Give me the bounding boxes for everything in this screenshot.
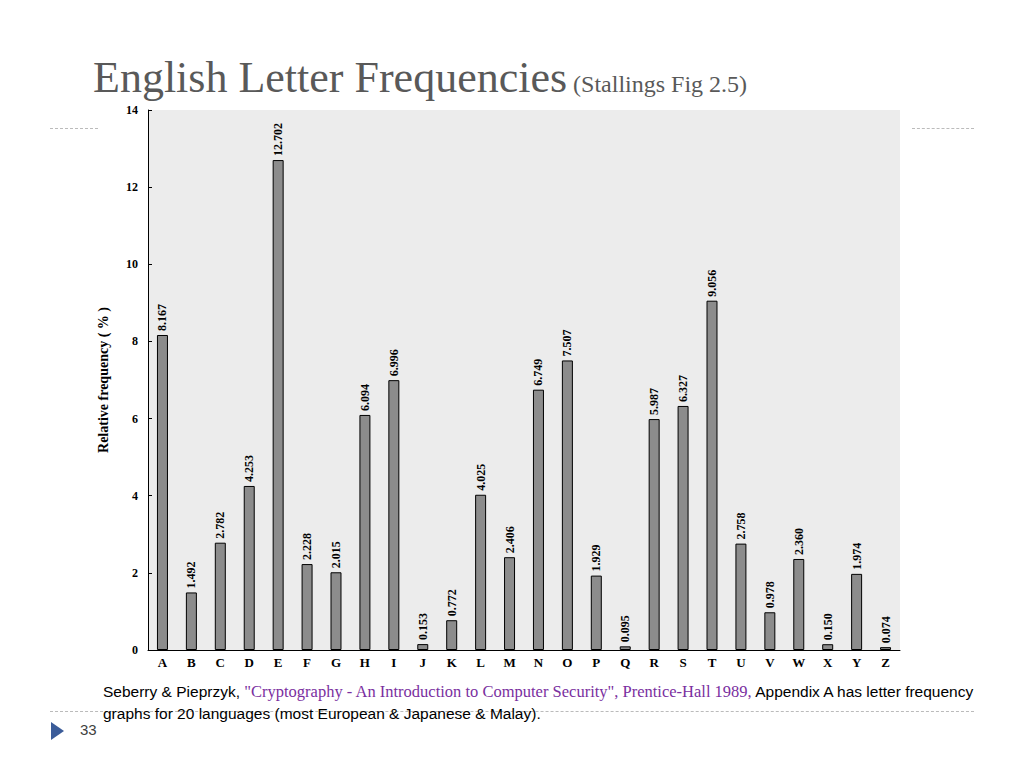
svg-text:12: 12 bbox=[126, 180, 138, 194]
svg-text:U: U bbox=[736, 655, 746, 670]
svg-text:0.978: 0.978 bbox=[763, 581, 777, 608]
svg-text:0.074: 0.074 bbox=[879, 616, 893, 643]
svg-text:4.025: 4.025 bbox=[474, 464, 488, 491]
svg-text:E: E bbox=[274, 655, 283, 670]
svg-text:W: W bbox=[792, 655, 805, 670]
svg-text:2.782: 2.782 bbox=[213, 512, 227, 539]
svg-text:O: O bbox=[562, 655, 572, 670]
svg-text:2.360: 2.360 bbox=[792, 528, 806, 555]
svg-text:K: K bbox=[447, 655, 458, 670]
svg-text:0.150: 0.150 bbox=[821, 613, 835, 640]
svg-text:T: T bbox=[708, 655, 717, 670]
svg-text:0: 0 bbox=[132, 643, 138, 657]
svg-text:A: A bbox=[158, 655, 168, 670]
svg-text:14: 14 bbox=[126, 103, 138, 117]
svg-text:1.492: 1.492 bbox=[184, 561, 198, 588]
svg-text:D: D bbox=[245, 655, 254, 670]
svg-text:7.507: 7.507 bbox=[560, 329, 574, 356]
html-text:English Letter Frequencies(Sta: English Letter Frequencies(Stallings Fig… bbox=[93, 53, 748, 102]
svg-text:8: 8 bbox=[132, 334, 138, 348]
svg-text:2.015: 2.015 bbox=[329, 541, 343, 568]
svg-text:L: L bbox=[476, 655, 485, 670]
svg-text:Z: Z bbox=[881, 655, 890, 670]
svg-text:2.758: 2.758 bbox=[734, 513, 748, 540]
svg-text:0.095: 0.095 bbox=[618, 615, 632, 642]
svg-text:1.974: 1.974 bbox=[850, 543, 864, 570]
svg-text:G: G bbox=[331, 655, 341, 670]
svg-text:6: 6 bbox=[132, 412, 138, 426]
svg-text:V: V bbox=[765, 655, 775, 670]
svg-text:H: H bbox=[360, 655, 370, 670]
svg-text:X: X bbox=[823, 655, 833, 670]
svg-text:10: 10 bbox=[126, 257, 138, 271]
svg-text:6.749: 6.749 bbox=[531, 359, 545, 386]
svg-text:4.253: 4.253 bbox=[242, 455, 256, 482]
svg-text:I: I bbox=[391, 655, 396, 670]
html-text:Seberry & Pieprzyk, "Cryptogra: Seberry & Pieprzyk, "Cryptography - An I… bbox=[103, 682, 974, 722]
svg-text:0.772: 0.772 bbox=[445, 589, 459, 616]
svg-text:Y: Y bbox=[852, 655, 862, 670]
svg-text:2.228: 2.228 bbox=[300, 533, 314, 560]
svg-text:8.167: 8.167 bbox=[155, 304, 169, 331]
svg-text:S: S bbox=[679, 655, 686, 670]
svg-text:5.987: 5.987 bbox=[647, 388, 661, 415]
svg-text:Relative frequency ( % ): Relative frequency ( % ) bbox=[96, 307, 112, 453]
svg-text:Q: Q bbox=[620, 655, 630, 670]
svg-text:4: 4 bbox=[132, 489, 138, 503]
svg-text:R: R bbox=[649, 655, 659, 670]
svg-text:6.094: 6.094 bbox=[358, 384, 372, 411]
svg-text:1.929: 1.929 bbox=[589, 545, 603, 572]
svg-text:J: J bbox=[420, 655, 427, 670]
svg-text:2: 2 bbox=[132, 566, 138, 580]
html-text:33: 33 bbox=[80, 721, 97, 738]
svg-text:P: P bbox=[592, 655, 600, 670]
svg-text:12.702: 12.702 bbox=[271, 123, 285, 156]
svg-text:B: B bbox=[187, 655, 196, 670]
svg-text:N: N bbox=[534, 655, 544, 670]
svg-text:C: C bbox=[216, 655, 225, 670]
svg-text:6.327: 6.327 bbox=[676, 375, 690, 402]
svg-text:2.406: 2.406 bbox=[503, 526, 517, 553]
svg-text:M: M bbox=[503, 655, 515, 670]
svg-text:9.056: 9.056 bbox=[705, 270, 719, 297]
svg-text:F: F bbox=[303, 655, 311, 670]
svg-text:0.153: 0.153 bbox=[416, 613, 430, 640]
svg-text:6.996: 6.996 bbox=[387, 349, 401, 376]
